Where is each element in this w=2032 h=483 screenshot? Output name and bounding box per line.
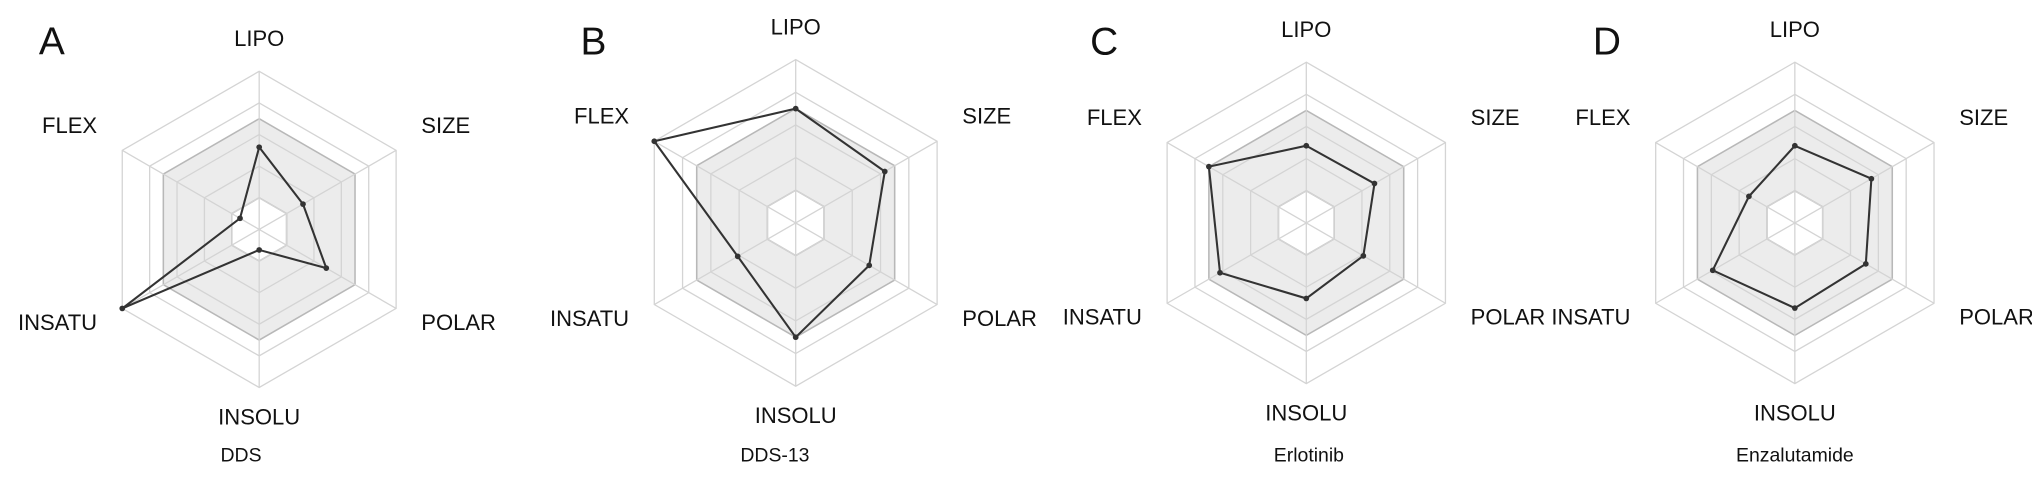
axis-label: FLEX	[1087, 105, 1142, 130]
spoke	[795, 222, 938, 306]
spoke	[795, 140, 938, 224]
panel-label: A	[39, 20, 65, 63]
axis-label: LIPO	[234, 26, 284, 51]
panel-label: D	[1593, 20, 1621, 63]
data-point	[323, 265, 330, 271]
data-point	[1303, 295, 1310, 302]
data-point	[1709, 267, 1716, 274]
radar-chart: LIPO SIZE POLAR INSOLU INSATU FLEX D Enzalutami…	[1551, 17, 2032, 466]
data-point	[651, 138, 658, 145]
data-point	[119, 305, 126, 312]
data-point	[1206, 163, 1212, 170]
axis-label: INSATU	[1551, 305, 1630, 330]
radar-chart: LIPO SIZE POLAR INSOLU INSATU FLEX C Erlotinib	[1063, 17, 1545, 466]
radar-chart: LIPO SIZE POLAR INSOLU INSATU FLEX B DDS-13	[550, 14, 1037, 466]
axis-label: POLAR	[1471, 305, 1546, 330]
spoke	[258, 149, 397, 230]
data-point	[1371, 180, 1378, 187]
axis-label: INSATU	[1063, 305, 1142, 330]
axis-label: INSATU	[18, 310, 97, 335]
axis-label: INSOLU	[1265, 401, 1347, 426]
spoke	[1166, 141, 1307, 224]
data-point	[881, 168, 888, 175]
axis-label: POLAR	[962, 306, 1037, 331]
spoke	[1794, 141, 1935, 224]
axis-label: SIZE	[421, 113, 470, 138]
data-point	[1303, 142, 1310, 149]
caption: DDS	[221, 444, 262, 466]
spoke	[121, 149, 260, 230]
radar-chart: LIPO SIZE POLAR INSOLU INSATU FLEX A DDS	[18, 20, 496, 466]
data-point	[1791, 142, 1798, 149]
data-point	[792, 105, 799, 112]
data-point	[1868, 175, 1875, 182]
data-point	[1217, 269, 1223, 276]
spoke	[1655, 222, 1796, 304]
data-point	[256, 247, 263, 253]
axis-label: LIPO	[1770, 17, 1820, 42]
data-point	[1862, 261, 1869, 267]
caption: DDS-13	[740, 444, 809, 466]
axis-label: POLAR	[1959, 305, 2032, 330]
spoke	[653, 222, 797, 306]
spoke	[653, 140, 797, 224]
axis-label: FLEX	[574, 104, 629, 129]
spoke	[121, 228, 260, 309]
panel-label: C	[1090, 20, 1118, 63]
data-point	[1746, 193, 1752, 200]
data-point	[1791, 305, 1798, 311]
data-point	[1360, 252, 1367, 259]
data-point	[866, 262, 873, 269]
axis-label: POLAR	[421, 310, 496, 335]
data-point	[237, 215, 243, 222]
spoke	[1305, 222, 1446, 304]
spoke	[1655, 141, 1796, 224]
caption: Enzalutamide	[1736, 444, 1854, 466]
axis-label: SIZE	[962, 104, 1011, 129]
axis-label: LIPO	[771, 14, 821, 39]
axis-label: SIZE	[1471, 105, 1520, 130]
axis-label: INSOLU	[218, 404, 300, 429]
data-point	[256, 144, 263, 151]
axis-label: FLEX	[1575, 105, 1630, 130]
data-point	[300, 201, 306, 207]
axis-label: LIPO	[1281, 17, 1331, 42]
spoke	[1166, 222, 1307, 304]
data-point	[734, 253, 741, 260]
axis-label: INSOLU	[755, 403, 837, 428]
panel-label: B	[581, 20, 607, 63]
axis-label: INSATU	[550, 306, 629, 331]
caption: Erlotinib	[1274, 444, 1344, 466]
axis-label: INSOLU	[1754, 401, 1836, 426]
axis-label: FLEX	[42, 113, 97, 138]
axis-label: SIZE	[1959, 105, 2008, 130]
data-point	[792, 334, 799, 341]
